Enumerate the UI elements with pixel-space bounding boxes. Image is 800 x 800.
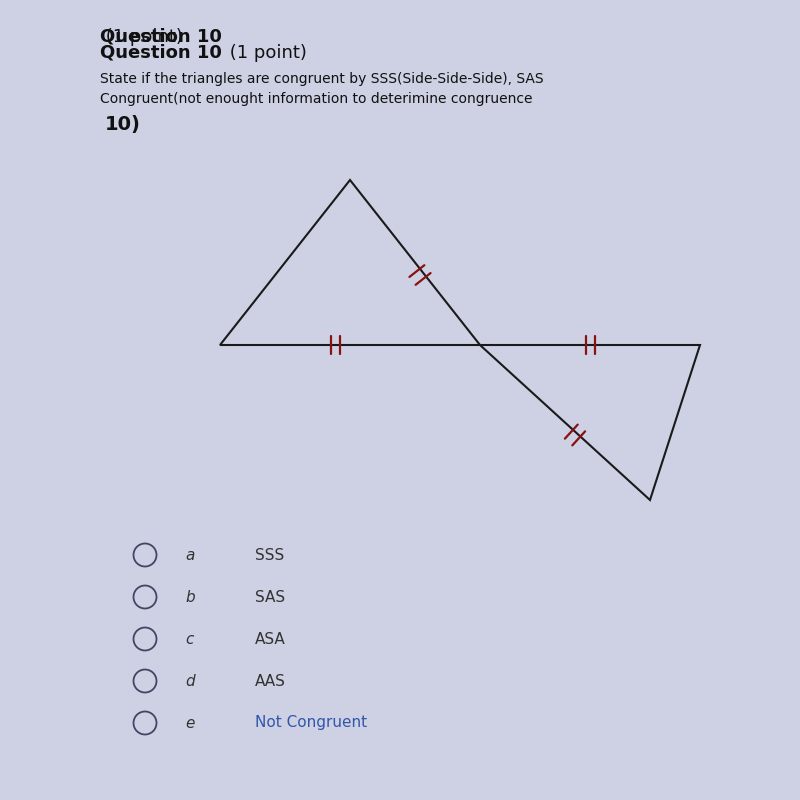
Text: a: a (185, 547, 194, 562)
Text: Not Congruent: Not Congruent (255, 715, 367, 730)
Text: e: e (185, 715, 194, 730)
Text: SAS: SAS (255, 590, 285, 605)
Text: ASA: ASA (255, 631, 286, 646)
Text: c: c (185, 631, 194, 646)
Text: State if the triangles are congruent by SSS(Side-Side-Side), SAS: State if the triangles are congruent by … (100, 72, 544, 86)
Text: AAS: AAS (255, 674, 286, 689)
Text: 10): 10) (105, 115, 141, 134)
Text: b: b (185, 590, 194, 605)
Text: Question 10: Question 10 (100, 44, 222, 62)
Text: Congruent(not enought information to deterimine congruence: Congruent(not enought information to det… (100, 92, 533, 106)
Text: SSS: SSS (255, 547, 284, 562)
Text: (1 point): (1 point) (224, 44, 307, 62)
Text: (1 point): (1 point) (100, 28, 183, 46)
Text: d: d (185, 674, 194, 689)
Text: Question 10: Question 10 (100, 28, 222, 46)
